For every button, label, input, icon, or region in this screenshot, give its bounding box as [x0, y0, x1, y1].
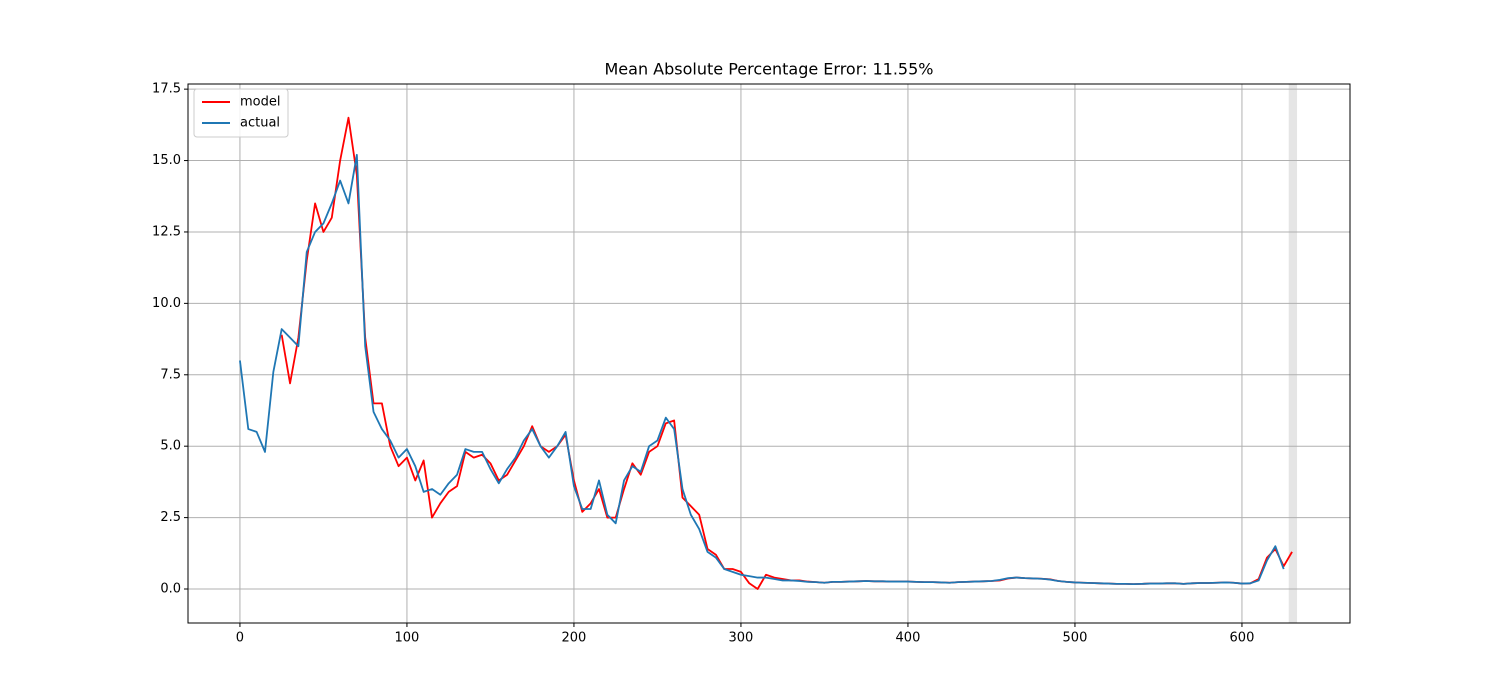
x-tick-label: 0 [236, 631, 244, 646]
y-tick-label: 17.5 [152, 82, 181, 97]
x-tick-label: 200 [562, 631, 587, 646]
series-line [280, 116, 1293, 590]
y-tick-label: 5.0 [160, 439, 181, 454]
chart-title: Mean Absolute Percentage Error: 11.55% [605, 60, 934, 79]
legend-label: model [240, 95, 280, 110]
y-tick-label: 7.5 [160, 367, 181, 382]
x-tick-label: 500 [1063, 631, 1088, 646]
x-tick-label: 600 [1230, 631, 1255, 646]
shaded-span [1288, 84, 1298, 623]
legend-label: actual [240, 116, 280, 131]
plot-frame [187, 83, 1351, 624]
y-tick-label: 12.5 [152, 224, 181, 239]
y-tick-label: 10.0 [152, 296, 181, 311]
y-tick-label: 15.0 [152, 153, 181, 168]
series-line [239, 153, 1285, 586]
x-tick-label: 400 [896, 631, 921, 646]
x-tick-label: 100 [395, 631, 420, 646]
y-tick-label: 0.0 [160, 582, 181, 597]
x-tick-label: 300 [729, 631, 754, 646]
y-tick-label: 2.5 [160, 510, 181, 525]
